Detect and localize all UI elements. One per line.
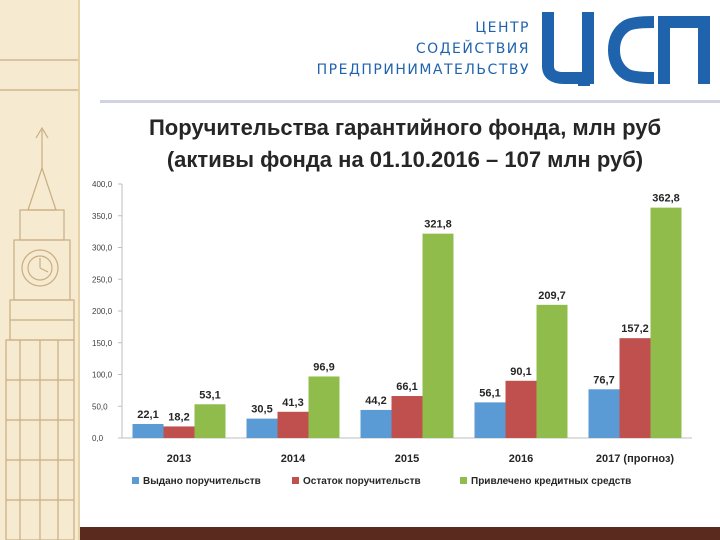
bar (474, 402, 506, 438)
legend-swatch (460, 477, 467, 484)
chart-title-line-2: (активы фонда на 01.10.2016 – 107 млн ру… (166, 147, 644, 172)
x-tick-label: 2014 (281, 453, 306, 465)
header-divider (100, 100, 720, 103)
bar (132, 423, 164, 438)
y-tick-label: 0,0 (92, 434, 104, 443)
data-label: 53,1 (199, 389, 220, 401)
y-tick-label: 200,0 (92, 307, 113, 316)
x-tick-label: 2013 (167, 453, 191, 465)
legend-label: Привлечено кредитных средств (471, 476, 631, 487)
data-label: 66,1 (396, 381, 417, 393)
logo-line-2: СОДЕЙСТВИЯ (415, 41, 530, 57)
x-tick-label: 2017 (прогноз) (596, 453, 675, 465)
bar (360, 409, 392, 438)
data-label: 22,1 (137, 409, 158, 421)
x-tick-label: 2015 (395, 453, 419, 465)
bar (505, 380, 537, 438)
data-label: 56,1 (479, 387, 500, 399)
y-tick-label: 50,0 (92, 402, 108, 411)
logo-line-1: ЦЕНТР (475, 20, 530, 36)
legend-swatch (292, 477, 299, 484)
data-label: 157,2 (621, 323, 649, 335)
data-label: 76,7 (593, 374, 614, 386)
bar-chart: 22,1 18,2 53,1 30,5 41,3 96,9 44,2 66,1 321,8 56,… (92, 180, 692, 487)
y-tick-label: 150,0 (92, 339, 113, 348)
bar (277, 411, 309, 438)
logo-line-3: ПРЕДПРИНИМАТЕЛЬСТВУ (316, 62, 530, 78)
data-label: 44,2 (365, 395, 386, 407)
chart-x-tick-labels: 2013 2014 2015 2016 2017 (прогноз) (167, 453, 675, 465)
legend-swatch (132, 477, 139, 484)
bar (246, 418, 278, 438)
chart-y-tick-labels: 0,0 50,0 100,0 150,0 200,0 250,0 300,0 350,0 400… (92, 180, 122, 443)
bar (650, 207, 682, 438)
data-label: 96,9 (313, 361, 334, 373)
bar (422, 233, 454, 438)
y-tick-label: 100,0 (92, 371, 113, 380)
y-tick-label: 300,0 (92, 244, 113, 253)
data-label: 362,8 (652, 193, 680, 205)
chart-legend: Выдано поручительств Остаток поручительст… (132, 476, 631, 487)
bar (536, 304, 568, 438)
left-divider (78, 0, 80, 540)
legend-label: Выдано поручительств (143, 476, 261, 487)
bar (194, 404, 226, 438)
bar (308, 376, 340, 438)
x-tick-label: 2016 (509, 453, 533, 465)
bar (619, 338, 651, 438)
logo-caption: ЦЕНТР СОДЕЙСТВИЯ ПРЕДПРИНИМАТЕЛЬСТВУ (317, 18, 530, 81)
y-tick-label: 400,0 (92, 180, 113, 189)
chart-title: Поручительства гарантийного фонда, млн р… (95, 112, 715, 176)
legend-label: Остаток поручительств (303, 476, 421, 487)
data-label: 321,8 (424, 219, 452, 231)
bar (391, 396, 423, 438)
decorative-left-band (0, 0, 78, 540)
data-label: 41,3 (282, 397, 303, 409)
data-label: 209,7 (538, 290, 566, 302)
logo-mark (542, 12, 710, 86)
footer-bar (80, 527, 720, 540)
bar (163, 426, 195, 438)
y-tick-label: 350,0 (92, 212, 113, 221)
data-label: 18,2 (168, 411, 189, 423)
tower-illustration (0, 59, 78, 540)
y-tick-label: 250,0 (92, 275, 113, 284)
data-label: 30,5 (251, 404, 272, 416)
chart-bars (132, 207, 682, 438)
data-label: 90,1 (510, 366, 531, 378)
chart-title-line-1: Поручительства гарантийного фонда, млн р… (148, 115, 662, 140)
chart-data-labels: 22,1 18,2 53,1 30,5 41,3 96,9 44,2 66,1 321,8 56,… (137, 193, 679, 424)
bar (588, 389, 620, 438)
